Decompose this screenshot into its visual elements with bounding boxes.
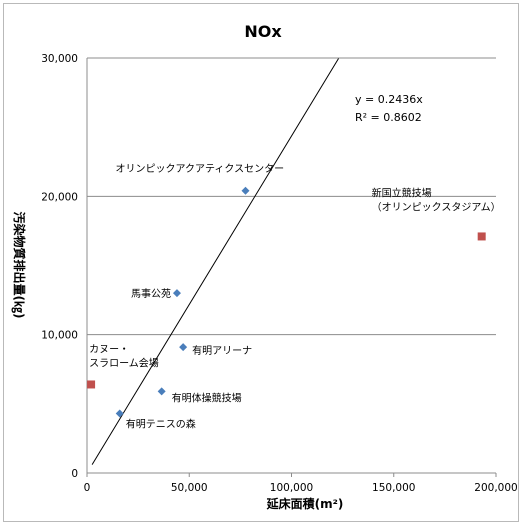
data-label-0-0: オリンピックアクアティクスセンター <box>115 163 284 175</box>
data-label-1-0: 新国立競技場 （オリンピックスタジアム） <box>372 186 501 213</box>
trendline <box>91 58 339 465</box>
data-points <box>87 186 486 418</box>
data-label-line: スラローム会場 <box>89 356 159 369</box>
trendline-r2: R² = 0.8602 <box>355 111 422 124</box>
chart-title: NOx <box>244 22 282 41</box>
x-tick-label-4: 200,000 <box>474 482 517 494</box>
data-label-0-2: 有明アリーナ <box>192 344 252 357</box>
trendline-group <box>91 58 339 465</box>
data-label-line: カヌー・ <box>89 343 129 355</box>
data-label-line: 有明体操競技場 <box>172 391 242 404</box>
y-tick-label-2: 20,000 <box>41 191 78 203</box>
point-square-1 <box>87 380 96 389</box>
gridlines <box>87 57 496 336</box>
data-label-line: 新国立競技場 <box>372 186 432 199</box>
data-labels: オリンピックアクアティクスセンター馬事公苑有明アリーナ有明体操競技場有明テニスの… <box>89 163 501 431</box>
x-axis-label: 延床面積(m²) <box>266 496 344 511</box>
point-diamond-4 <box>115 409 124 418</box>
data-label-line: 馬事公苑 <box>131 287 171 300</box>
data-label-0-1: 馬事公苑 <box>131 287 171 300</box>
point-diamond-2 <box>179 343 188 352</box>
data-label-line: 有明テニスの森 <box>126 418 196 431</box>
data-label-0-3: 有明体操競技場 <box>172 391 242 404</box>
data-label-1-1: カヌー・スラローム会場 <box>89 343 159 369</box>
trendline-equation: y = 0.2436x <box>355 93 423 106</box>
chart-frame <box>3 3 519 522</box>
point-diamond-3 <box>157 387 166 396</box>
point-diamond-1 <box>172 289 181 298</box>
x-tick-label-0: 0 <box>84 482 91 494</box>
data-label-line: 有明アリーナ <box>192 344 252 357</box>
data-label-0-4: 有明テニスの森 <box>126 418 196 431</box>
axes: 0 10,000 20,000 30,000 0 50,000 100,000 150,000… <box>41 53 517 494</box>
point-square-0 <box>477 232 486 241</box>
y-axis-label: 汚染物質排出量(㎏) <box>11 212 27 319</box>
x-tick-label-1: 50,000 <box>171 482 208 494</box>
y-tick-label-3: 30,000 <box>41 53 78 65</box>
x-tick-label-3: 150,000 <box>372 482 415 494</box>
data-label-line: オリンピックアクアティクスセンター <box>115 163 284 175</box>
point-diamond-0 <box>241 186 250 195</box>
y-tick-label-1: 10,000 <box>41 330 78 342</box>
data-label-line: （オリンピックスタジアム） <box>372 201 501 213</box>
y-tick-label-0: 0 <box>71 468 78 480</box>
x-tick-label-2: 100,000 <box>270 482 313 494</box>
